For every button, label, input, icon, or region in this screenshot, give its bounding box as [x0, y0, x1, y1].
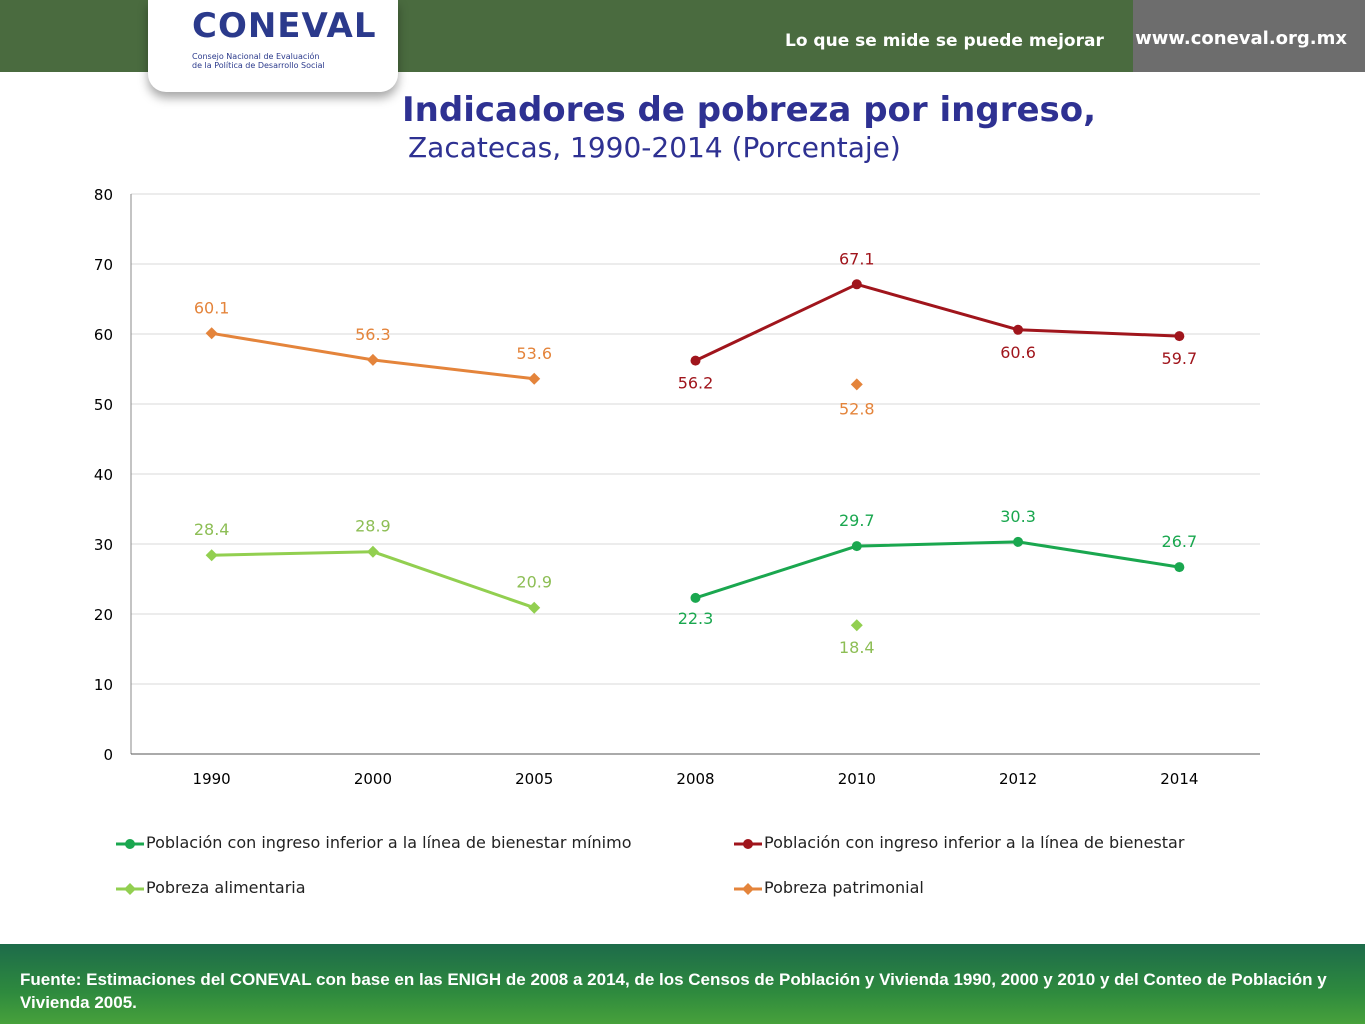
data-point: [1174, 331, 1185, 342]
legend-label-bienestar: Población con ingreso inferior a la líne…: [764, 833, 1185, 852]
y-tick-label: 30: [94, 536, 113, 554]
y-tick-label: 70: [94, 256, 113, 274]
data-label: 56.2: [678, 374, 714, 393]
legend-marker-bienestar-minimo: [116, 838, 144, 849]
data-point: [690, 355, 701, 366]
data-point: [690, 592, 701, 603]
legend-marker-pobreza-patrimonial: [734, 882, 762, 895]
y-tick-label: 50: [94, 396, 113, 414]
legend-item-bienestar: Población con ingreso inferior a la líne…: [734, 833, 1184, 852]
chart-subtitle: Zacatecas, 1990-2014 (Porcentaje): [408, 131, 901, 164]
data-point: [366, 353, 379, 366]
line-chart: 0 10 20 30 40 50 60 70 80 1990 2000 2005 2008 2010 201…: [94, 186, 1260, 788]
data-label: 22.3: [678, 609, 714, 628]
data-point: [528, 372, 541, 385]
series-line: [695, 540, 1180, 600]
data-point: [205, 327, 218, 340]
y-tick-label: 40: [94, 466, 113, 484]
data-label: 28.4: [194, 520, 230, 539]
legend-item-bienestar-minimo: Población con ingreso inferior a la líne…: [116, 833, 631, 852]
data-label: 60.1: [194, 298, 230, 317]
logo-wordmark: CONEVAL: [192, 6, 377, 46]
data-point: [850, 378, 863, 391]
data-label: 59.7: [1162, 349, 1198, 368]
data-label: 30.3: [1000, 507, 1036, 526]
legend-marker-bienestar: [734, 838, 762, 849]
x-tick-label: 2014: [1160, 770, 1198, 788]
data-point: [1013, 536, 1024, 547]
data-point: [850, 619, 863, 632]
y-tick-label: 20: [94, 606, 113, 624]
source-note: Fuente: Estimaciones del CONEVAL con bas…: [20, 970, 1327, 1012]
data-point: [205, 549, 218, 562]
data-label: 28.9: [355, 517, 391, 536]
x-tick-label: 2012: [999, 770, 1037, 788]
chart-title: Indicadores de pobreza por ingreso,: [402, 90, 1097, 130]
legend-label-bienestar-minimo: Población con ingreso inferior a la líne…: [146, 833, 632, 852]
x-tick-label: 2010: [838, 770, 876, 788]
logo-subtitle-line-1: Consejo Nacional de Evaluación: [192, 52, 320, 61]
data-point: [366, 545, 379, 558]
website-url[interactable]: www.coneval.org.mx: [1135, 28, 1347, 49]
legend-item-pobreza-patrimonial: Pobreza patrimonial: [734, 878, 924, 897]
legend-item-pobreza-alimentaria: Pobreza alimentaria: [116, 878, 306, 897]
y-tick-label: 0: [103, 746, 113, 764]
logo: CONEVAL Consejo Nacional de Evaluación d…: [148, 0, 398, 92]
data-label: 26.7: [1162, 532, 1198, 551]
tagline: Lo que se mide se puede mejorar: [785, 31, 1104, 51]
data-point: [528, 601, 541, 614]
legend-marker-pobreza-alimentaria: [116, 882, 144, 895]
logo-subtitle: Consejo Nacional de Evaluación de la Pol…: [192, 52, 325, 70]
y-tick-label: 80: [94, 186, 113, 204]
x-tick-label: 2000: [354, 770, 392, 788]
logo-subtitle-line-2: de la Política de Desarrollo Social: [192, 61, 325, 70]
data-point: [851, 279, 862, 290]
data-point: [1013, 324, 1024, 335]
data-point: [1174, 562, 1185, 573]
data-label: 18.4: [839, 638, 875, 657]
data-label: 29.7: [839, 511, 875, 530]
data-label: 52.8: [839, 399, 875, 418]
legend-label-pobreza-alimentaria: Pobreza alimentaria: [146, 878, 306, 897]
series-line: [211, 550, 535, 610]
footer-bar: [0, 944, 1365, 1024]
y-tick-label: 60: [94, 326, 113, 344]
series-line: [694, 282, 1180, 362]
y-tick-label: 10: [94, 676, 113, 694]
data-label: 67.1: [839, 249, 875, 268]
data-label: 53.6: [516, 344, 552, 363]
x-tick-label: 2005: [515, 770, 553, 788]
x-tick-label: 2008: [676, 770, 714, 788]
data-label: 20.9: [516, 573, 552, 592]
data-label: 60.6: [1000, 343, 1036, 362]
data-point: [851, 541, 862, 552]
legend-label-pobreza-patrimonial: Pobreza patrimonial: [764, 878, 924, 897]
url-box: www.coneval.org.mx: [1133, 0, 1365, 72]
data-label: 56.3: [355, 325, 391, 344]
x-tick-label: 1990: [193, 770, 231, 788]
